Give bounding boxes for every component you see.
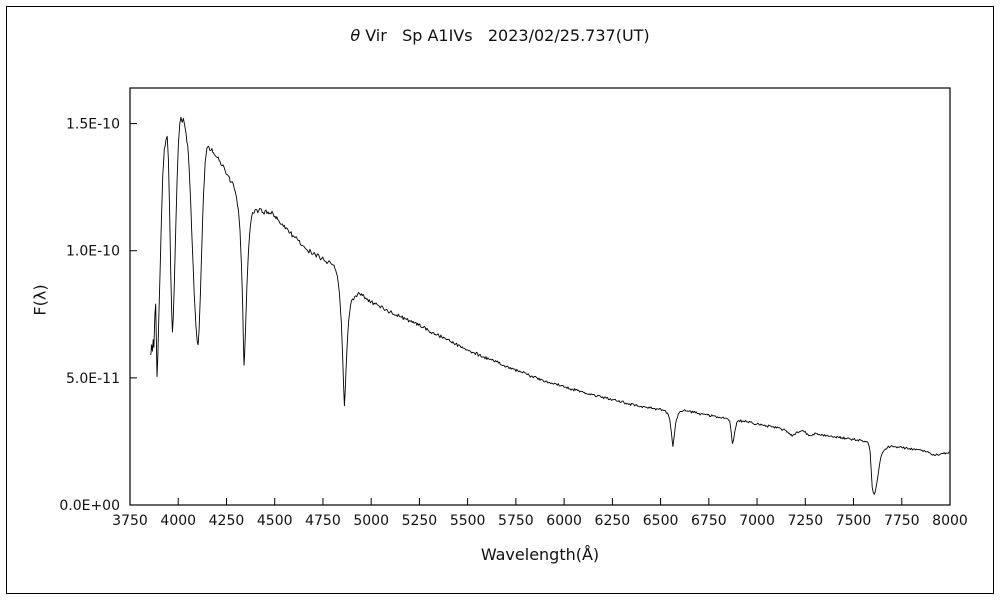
y-tick-label: 0.0E+00 [59, 498, 120, 514]
x-tick-label: 5000 [353, 513, 389, 529]
x-tick-label: 5750 [498, 513, 534, 529]
x-tick-label: 6250 [595, 513, 631, 529]
x-tick-label: 7500 [836, 513, 872, 529]
plot-box [129, 87, 951, 506]
x-tick-label: 6750 [691, 513, 727, 529]
x-tick-label: 4750 [305, 513, 341, 529]
y-axis-label: F(λ) [30, 284, 50, 316]
x-tick-label: 7250 [787, 513, 823, 529]
x-tick-label: 4500 [257, 513, 293, 529]
chart-title-text: Vir Sp A1IVs 2023/02/25.737(UT) [360, 26, 650, 45]
y-tick-label: 5.0E-11 [66, 371, 120, 387]
x-tick-label: 6000 [546, 513, 582, 529]
x-tick-label: 5500 [450, 513, 486, 529]
chart-title-theta: θ [350, 26, 361, 45]
x-tick-label: 6500 [643, 513, 679, 529]
x-axis-label: Wavelength(Å) [480, 545, 600, 564]
x-tick-label: 5250 [402, 513, 438, 529]
x-tick-label: 3750 [112, 513, 148, 529]
x-tick-label: 8000 [932, 513, 968, 529]
x-tick-label: 7750 [884, 513, 920, 529]
chart-title: θ Vir Sp A1IVs 2023/02/25.737(UT) [0, 26, 1000, 45]
y-tick-label: 1.0E-10 [66, 244, 120, 260]
x-tick-label: 7000 [739, 513, 775, 529]
spectrum-line [150, 116, 951, 495]
x-tick-label: 4250 [209, 513, 245, 529]
y-tick-label: 1.5E-10 [66, 117, 120, 133]
x-tick-label: 4000 [160, 513, 196, 529]
